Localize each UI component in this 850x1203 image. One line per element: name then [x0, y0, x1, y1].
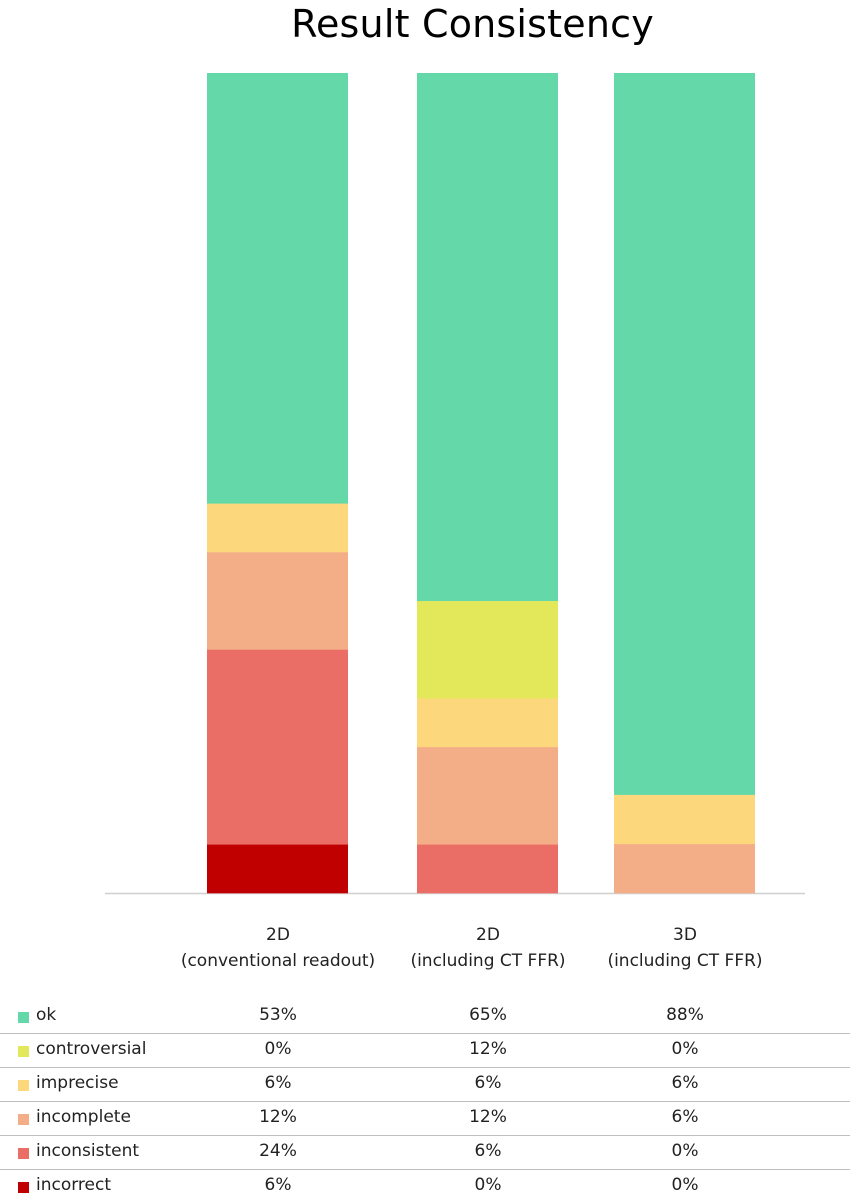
data-table: ok 53% 65% 88% controversial 0% 12% 0% imprecise… — [0, 1000, 850, 1203]
data-label-imprecise-2: 6% — [474, 1073, 502, 1093]
table-row-ok: ok 53% 65% 88% — [0, 1000, 850, 1034]
series-name-ok: ok — [36, 1005, 57, 1025]
data-label-inconsistent-1: 24% — [259, 1141, 297, 1161]
series-name-incorrect: incorrect — [36, 1175, 112, 1195]
data-label-incomplete-3: 6% — [671, 1107, 699, 1127]
bar-segment-ok-1 — [207, 73, 348, 504]
table-row-imprecise: imprecise 6% 6% 6% — [0, 1068, 850, 1102]
bar-segment-controversial-2 — [417, 600, 558, 699]
bar-segment-incomplete-2 — [417, 746, 558, 845]
data-label-incorrect-2: 0% — [474, 1175, 502, 1195]
legend-swatch-incomplete — [18, 1114, 29, 1125]
data-label-inconsistent-2: 6% — [474, 1141, 502, 1161]
data-label-controversial-2: 12% — [469, 1039, 507, 1059]
legend-swatch-ok — [18, 1012, 29, 1023]
data-label-imprecise-1: 6% — [264, 1073, 292, 1093]
stacked-bar-chart — [105, 73, 805, 895]
series-name-controversial: controversial — [36, 1039, 147, 1059]
category-label-2: 2D (including CT FFR) — [410, 925, 566, 971]
table-row-inconsistent: inconsistent 24% 6% 0% — [0, 1136, 850, 1170]
bar-segment-inconsistent-1 — [207, 649, 348, 845]
category-label-1: 2D (conventional readout) — [180, 925, 376, 971]
bar-segment-incomplete-3 — [614, 843, 755, 894]
bar-segment-imprecise-1 — [207, 503, 348, 553]
table-row-incomplete: incomplete 12% 12% 6% — [0, 1102, 850, 1136]
series-name-incomplete: incomplete — [36, 1107, 131, 1127]
data-label-imprecise-3: 6% — [671, 1073, 699, 1093]
series-name-imprecise: imprecise — [36, 1073, 119, 1093]
bar-segment-incorrect-1 — [207, 844, 348, 894]
data-label-incomplete-1: 12% — [259, 1107, 297, 1127]
data-label-ok-3: 88% — [666, 1005, 704, 1025]
legend-swatch-imprecise — [18, 1080, 29, 1091]
data-label-controversial-1: 0% — [264, 1039, 292, 1059]
chart-title: Result Consistency — [291, 2, 654, 46]
data-label-ok-2: 65% — [469, 1005, 507, 1025]
table-row-controversial: controversial 0% 12% 0% — [0, 1034, 850, 1068]
bar-segment-imprecise-2 — [417, 698, 558, 748]
legend-swatch-controversial — [18, 1046, 29, 1057]
bar-segment-inconsistent-2 — [417, 844, 558, 894]
table-row-incorrect: incorrect 6% 0% 0% — [0, 1170, 850, 1203]
data-label-controversial-3: 0% — [671, 1039, 699, 1059]
category-label-3: 3D (including CT FFR) — [607, 925, 763, 971]
legend-swatch-incorrect — [18, 1182, 29, 1193]
bar-segment-ok-2 — [417, 73, 558, 602]
data-label-incomplete-2: 12% — [469, 1107, 507, 1127]
series-name-inconsistent: inconsistent — [36, 1141, 140, 1161]
bar-segment-ok-3 — [614, 73, 755, 795]
bar-segment-imprecise-3 — [614, 794, 755, 845]
data-label-ok-1: 53% — [259, 1005, 297, 1025]
data-label-incorrect-1: 6% — [264, 1175, 292, 1195]
data-label-inconsistent-3: 0% — [671, 1141, 699, 1161]
data-label-incorrect-3: 0% — [671, 1175, 699, 1195]
legend-swatch-inconsistent — [18, 1148, 29, 1159]
bar-segment-incomplete-1 — [207, 552, 348, 650]
